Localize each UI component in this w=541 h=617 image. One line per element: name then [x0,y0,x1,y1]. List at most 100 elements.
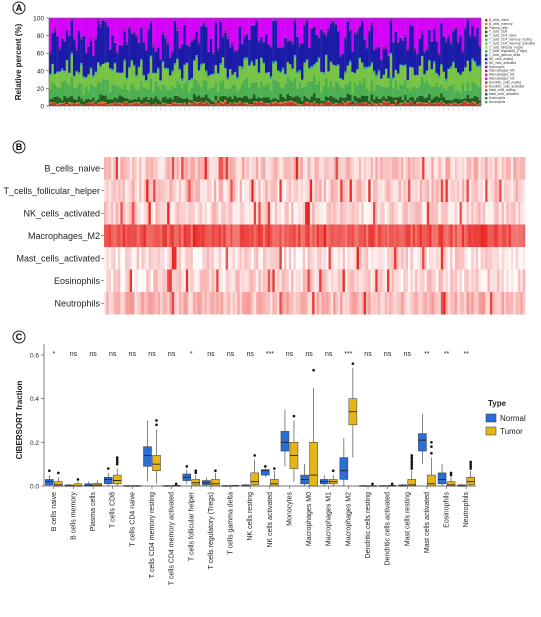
panel-a-bar-segment [178,104,182,106]
panel-a-bar-segment [63,41,66,71]
panel-a-bar-segment [421,103,424,106]
panel-b-cell [251,179,254,202]
panel-a-bar-segment [344,104,347,106]
panel-a-bar-segment [207,75,210,77]
panel-a-bar-segment [284,98,287,102]
panel-a-bar-segment [61,81,64,101]
panel-b-cell [111,157,114,180]
panel-b-cell [218,179,222,202]
panel-a-bar-segment [85,99,88,104]
panel-a-bar-segment [111,83,114,100]
panel-a-bar-segment [464,101,467,102]
panel-b-cell [209,247,212,270]
panel-a-bar-segment [298,42,302,47]
panel-b-cell [468,224,472,247]
panel-a-bar-segment [149,18,153,20]
panel-a-bar-segment [245,18,249,33]
panel-b-cell [227,247,231,270]
panel-a-bar-segment [344,38,347,72]
panel-b-cell [298,179,301,202]
panel-a-bar-segment [380,98,383,104]
panel-c-significance: * ns ns ns ns ns ns * ns ns ns *** ns ns ns *** ns ns ns **… [52,351,469,358]
panel-a-bar-segment [471,102,474,106]
panel-a-bar-segment [181,18,184,44]
panel-a-bar-segment [164,35,167,39]
panel-a-bar-segment [233,51,237,73]
panel-a-bar-segment [325,54,328,56]
panel-a-bar-segment [61,100,64,104]
panel-a-bar-segment [229,47,232,70]
panel-a-bar-segment [303,63,306,87]
panel-a-bar-segment [454,27,458,30]
panel-a-bar-segment [433,86,436,98]
panel-a-bar-segment [56,96,59,104]
panel-a-bar-segment [49,54,52,74]
panel-b-cell [482,247,486,270]
panel-a-bar-segment [305,97,309,102]
panel-a-bar-segment [334,80,338,99]
panel-a-bar-segment [411,101,414,106]
panel-a-bar-segment [241,18,244,44]
panel-a-bar-segment [296,95,299,104]
panel-b-cell [295,179,299,202]
panel-b-cell [246,247,250,270]
panel-a-bar-segment [380,60,383,79]
panel-a-bar-segment [365,18,369,47]
panel-a-bar-segment [464,68,467,91]
panel-a-bar-segment [315,61,318,64]
panel-a-bar-segment [212,53,215,74]
panel-b-cell [415,292,418,315]
panel-b-cell [356,269,360,292]
panel-b-cell [148,292,151,315]
panel-b-cell [337,157,341,180]
panel-a-bar-segment [303,18,306,23]
panel-b-cell [174,157,177,180]
panel-b-cell [249,292,252,315]
panel-a-bar-segment [373,99,376,104]
panel-a-bar-segment [109,48,112,50]
panel-a-bar-segment [397,73,400,91]
panel-a-bar-segment [310,104,314,106]
panel-b-cell [279,202,282,225]
panel-a-bar-segment [149,97,153,105]
panel-b-cell [302,247,306,270]
panel-a-bar-segment [111,71,114,84]
panel-a-bar-segment [181,43,184,45]
panel-a-bar-segment [94,71,98,73]
tumor-outlier [174,482,178,486]
panel-a-bar-segment [183,24,186,65]
panel-a-bar-segment [449,44,453,67]
panel-b-cell [204,224,208,247]
panel-b-cell [408,179,411,202]
panel-a-bar-segment [58,72,62,88]
panel-a-bar-segment [274,101,278,103]
panel-b-cell [263,179,266,202]
panel-a-bar-segment [406,87,410,100]
panel-b-cell [471,179,474,202]
panel-b-cell [522,269,526,292]
panel-a-bar-segment [207,102,210,104]
panel-b-cell [454,179,458,202]
category-label: NK cells resting [247,492,254,541]
panel-a-bar-segment [195,79,198,97]
panel-a-bar-segment [190,100,194,104]
panel-a-bar-segment [58,87,62,98]
panel-a-bar-segment [476,97,479,105]
panel-b-cell [347,157,350,180]
panel-a-bar-segment [406,48,410,51]
panel-a-bar-segment [200,26,203,64]
panel-b-cell [410,202,413,225]
panel-b-cell [349,157,353,180]
panel-a-bar-segment [303,95,306,102]
panel-b-cell [183,269,187,292]
panel-b-cell [136,269,140,292]
panel-a-bar-segment [373,72,376,91]
panel-a-bar-segment [365,95,369,103]
panel-b-row-label: T_cells_follicular_helper [3,186,100,196]
panel-b-cell [148,224,151,247]
panel-a-bar-segment [289,40,292,65]
panel-a-bar-segment [286,18,290,39]
panel-a-bar-segment [454,103,458,106]
panel-a-bar-segment [382,101,386,106]
